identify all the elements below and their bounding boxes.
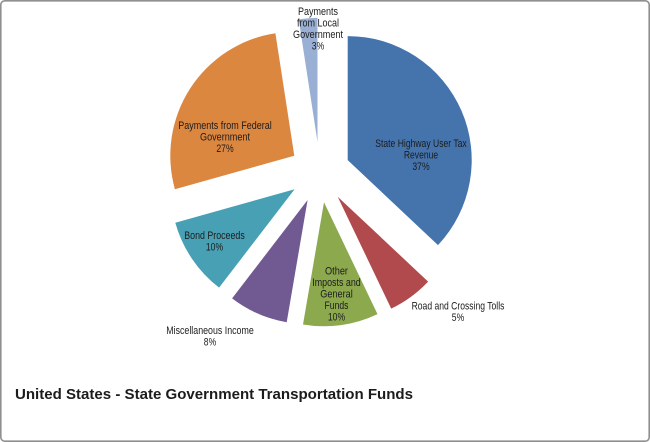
svg-text:10%: 10% <box>206 242 224 254</box>
svg-text:State Highway User Tax: State Highway User Tax <box>375 138 467 150</box>
svg-text:Miscellaneous Income: Miscellaneous Income <box>166 325 254 337</box>
svg-text:3%: 3% <box>312 40 325 52</box>
svg-text:United States - State Governme: United States - State Government Transpo… <box>15 386 413 403</box>
svg-text:General: General <box>320 288 353 300</box>
svg-text:Imposts and: Imposts and <box>312 277 361 289</box>
svg-text:Road and Crossing Tolls: Road and Crossing Tolls <box>412 300 505 312</box>
svg-text:5%: 5% <box>452 312 465 324</box>
svg-text:37%: 37% <box>412 161 430 173</box>
svg-text:8%: 8% <box>204 336 217 348</box>
svg-text:from Local: from Local <box>297 17 339 29</box>
svg-text:27%: 27% <box>216 143 234 155</box>
svg-text:Government: Government <box>293 29 343 41</box>
svg-text:Payments from Federal: Payments from Federal <box>178 120 272 132</box>
svg-text:Revenue: Revenue <box>404 150 438 162</box>
svg-text:Other: Other <box>325 265 348 277</box>
svg-text:Bond Proceeds: Bond Proceeds <box>184 230 245 242</box>
svg-text:Funds: Funds <box>325 300 349 312</box>
svg-text:Government: Government <box>200 132 250 144</box>
svg-text:10%: 10% <box>328 311 346 323</box>
svg-text:Payments: Payments <box>298 6 338 18</box>
